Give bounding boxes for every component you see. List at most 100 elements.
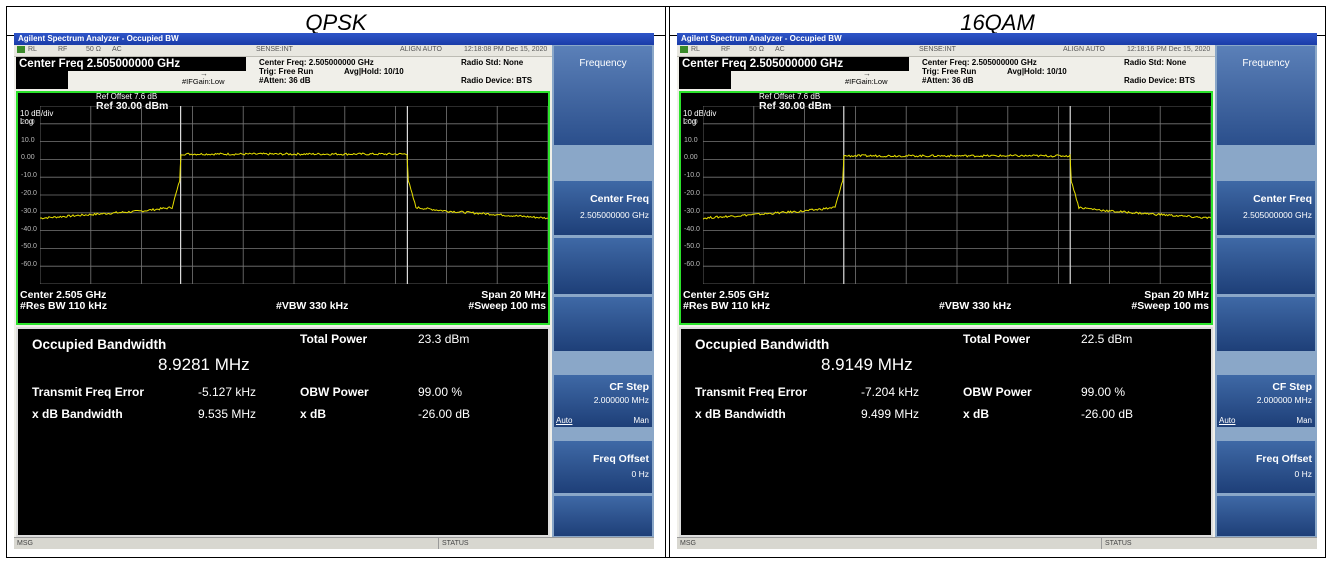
status-bar: MSG STATUS	[14, 537, 654, 549]
log-scale-label: Log	[20, 117, 34, 126]
ac-icon	[17, 46, 25, 53]
obw-power-label: OBW Power	[963, 385, 1032, 399]
msg-label: MSG	[17, 540, 33, 547]
auto-option[interactable]: Auto	[556, 416, 573, 425]
freq-offset-value: 0 Hz	[631, 469, 649, 479]
menu-title-label: Frequency	[579, 58, 627, 69]
column-title-16qam: 16QAM	[960, 10, 1035, 35]
column-title-qpsk: QPSK	[305, 10, 367, 35]
y-tick-label: 0.00	[21, 154, 35, 162]
span-label: Span 20 MHz	[481, 289, 546, 301]
softkey-blank-2[interactable]	[1217, 297, 1315, 351]
results-panel: Occupied Bandwidth 8.9281 MHz Total Powe…	[16, 327, 550, 537]
xdb-label: x dB	[963, 407, 990, 421]
vbw-label: #VBW 330 kHz	[276, 300, 349, 312]
freq-offset-label: Freq Offset	[592, 453, 649, 465]
ac-icon	[680, 46, 688, 53]
status-bar: MSG STATUS	[677, 537, 1317, 549]
y-tick-label: -10.0	[684, 172, 700, 180]
align-indicator: ALIGN AUTO	[1063, 46, 1105, 53]
obw-power-label: OBW Power	[300, 385, 369, 399]
radio-device-info: Radio Device: BTS	[1124, 76, 1196, 85]
obw-value: 8.9149 MHz	[821, 355, 913, 374]
cf-step-softkey[interactable]: CF Step 2.000000 MHz Auto Man	[554, 375, 652, 427]
softkey-blank-1[interactable]	[1217, 238, 1315, 294]
freq-offset-softkey[interactable]: Freq Offset 0 Hz	[554, 441, 652, 493]
coupling-indicator: AC	[112, 46, 122, 53]
obw-label: Occupied Bandwidth	[32, 337, 167, 352]
align-indicator: ALIGN AUTO	[400, 46, 442, 53]
sweep-label: #Sweep 100 ms	[1131, 300, 1209, 312]
tfe-value: -5.127 kHz	[198, 385, 257, 399]
status-divider	[1101, 538, 1102, 549]
ifgain-info: #IFGain:Low	[845, 77, 888, 86]
cf-step-softkey[interactable]: CF Step 2.000000 MHz Auto Man	[1217, 375, 1315, 427]
sense-indicator: SENSE:INT	[919, 46, 956, 53]
obw-power-value: 99.00 %	[418, 385, 463, 399]
y-tick-label: 10.0	[684, 136, 698, 144]
y-tick-label: -10.0	[21, 172, 37, 180]
y-tick-label: 0.00	[684, 154, 698, 162]
impedance-indicator: 50 Ω	[749, 46, 764, 53]
softkey-blank-2[interactable]	[554, 297, 652, 351]
entry-area	[16, 71, 68, 89]
status-label: STATUS	[442, 540, 469, 547]
msg-label: MSG	[680, 540, 696, 547]
auto-option[interactable]: Auto	[1219, 416, 1236, 425]
obw-value: 8.9281 MHz	[158, 355, 250, 374]
menu-title-label: Frequency	[1242, 58, 1290, 69]
rf-indicator: RF	[58, 46, 68, 53]
freq-offset-label: Freq Offset	[1255, 453, 1312, 465]
trigger-info: Trig: Free Run	[259, 67, 314, 76]
trigger-info: Trig: Free Run	[922, 67, 977, 76]
man-option[interactable]: Man	[1296, 416, 1312, 425]
softkey-panel: Frequency Center Freq 2.505000000 GHz CF…	[1215, 45, 1317, 537]
man-option[interactable]: Man	[633, 416, 649, 425]
span-label: Span 20 MHz	[1144, 289, 1209, 301]
softkey-panel: Frequency Center Freq 2.505000000 GHz CF…	[552, 45, 654, 537]
tfe-label: Transmit Freq Error	[32, 385, 145, 399]
tfe-value: -7.204 kHz	[861, 385, 920, 399]
xdb-bw-label: x dB Bandwidth	[695, 407, 786, 421]
center-freq-info: Center Freq: 2.505000000 GHz	[259, 58, 374, 67]
xdb-bw-label: x dB Bandwidth	[32, 407, 123, 421]
impedance-indicator: 50 Ω	[86, 46, 101, 53]
center-freq-softkey[interactable]: Center Freq 2.505000000 GHz	[554, 181, 652, 235]
results-panel: Occupied Bandwidth 8.9149 MHz Total Powe…	[679, 327, 1213, 537]
softkey-blank-3[interactable]	[1217, 496, 1315, 536]
obw-label: Occupied Bandwidth	[695, 337, 830, 352]
frequency-menu-title: Frequency	[554, 46, 652, 145]
top-status-bar: RL RF 50 Ω AC SENSE:INT ALIGN AUTO 12:18…	[14, 45, 552, 57]
center-freq-softkey[interactable]: Center Freq 2.505000000 GHz	[1217, 181, 1315, 235]
radio-std-info: Radio Std: None	[461, 58, 524, 67]
rf-indicator: RF	[721, 46, 731, 53]
y-tick-label: -50.0	[684, 243, 700, 251]
freq-offset-softkey[interactable]: Freq Offset 0 Hz	[1217, 441, 1315, 493]
datetime: 12:18:08 PM Dec 15, 2020	[464, 46, 548, 53]
window-title-bar: Agilent Spectrum Analyzer - Occupied BW	[14, 33, 654, 45]
vbw-label: #VBW 330 kHz	[939, 300, 1012, 312]
spectrum-graph[interactable]: Ref Offset 7.6 dB 10 dB/div Ref 30.00 dB…	[679, 91, 1213, 325]
avg-hold-info: Avg|Hold: 10/10	[1007, 67, 1067, 76]
analyzer-screen-qpsk: Agilent Spectrum Analyzer - Occupied BW …	[14, 33, 654, 549]
spectrum-graph[interactable]: Ref Offset 7.6 dB 10 dB/div Ref 30.00 dB…	[16, 91, 550, 325]
y-tick-label: 20.0	[21, 118, 35, 126]
y-tick-label: 10.0	[21, 136, 35, 144]
xdb-bw-value: 9.499 MHz	[861, 407, 920, 421]
radio-device-info: Radio Device: BTS	[461, 76, 533, 85]
softkey-blank-1[interactable]	[554, 238, 652, 294]
center-freq-softkey-label: Center Freq	[1253, 193, 1312, 205]
y-tick-label: -30.0	[21, 207, 37, 215]
status-divider	[438, 538, 439, 549]
active-function-title[interactable]: Center Freq 2.505000000 GHz	[679, 57, 909, 71]
center-freq-softkey-label: Center Freq	[590, 193, 649, 205]
active-function-title[interactable]: Center Freq 2.505000000 GHz	[16, 57, 246, 71]
avg-hold-info: Avg|Hold: 10/10	[344, 67, 404, 76]
y-tick-label: -20.0	[21, 190, 37, 197]
tfe-label: Transmit Freq Error	[695, 385, 808, 399]
plot-area	[703, 106, 1211, 284]
xdb-value: -26.00 dB	[418, 407, 471, 421]
obw-power-value: 99.00 %	[1081, 385, 1126, 399]
softkey-blank-3[interactable]	[554, 496, 652, 536]
scale-per-div: 10 dB/div	[20, 109, 54, 118]
